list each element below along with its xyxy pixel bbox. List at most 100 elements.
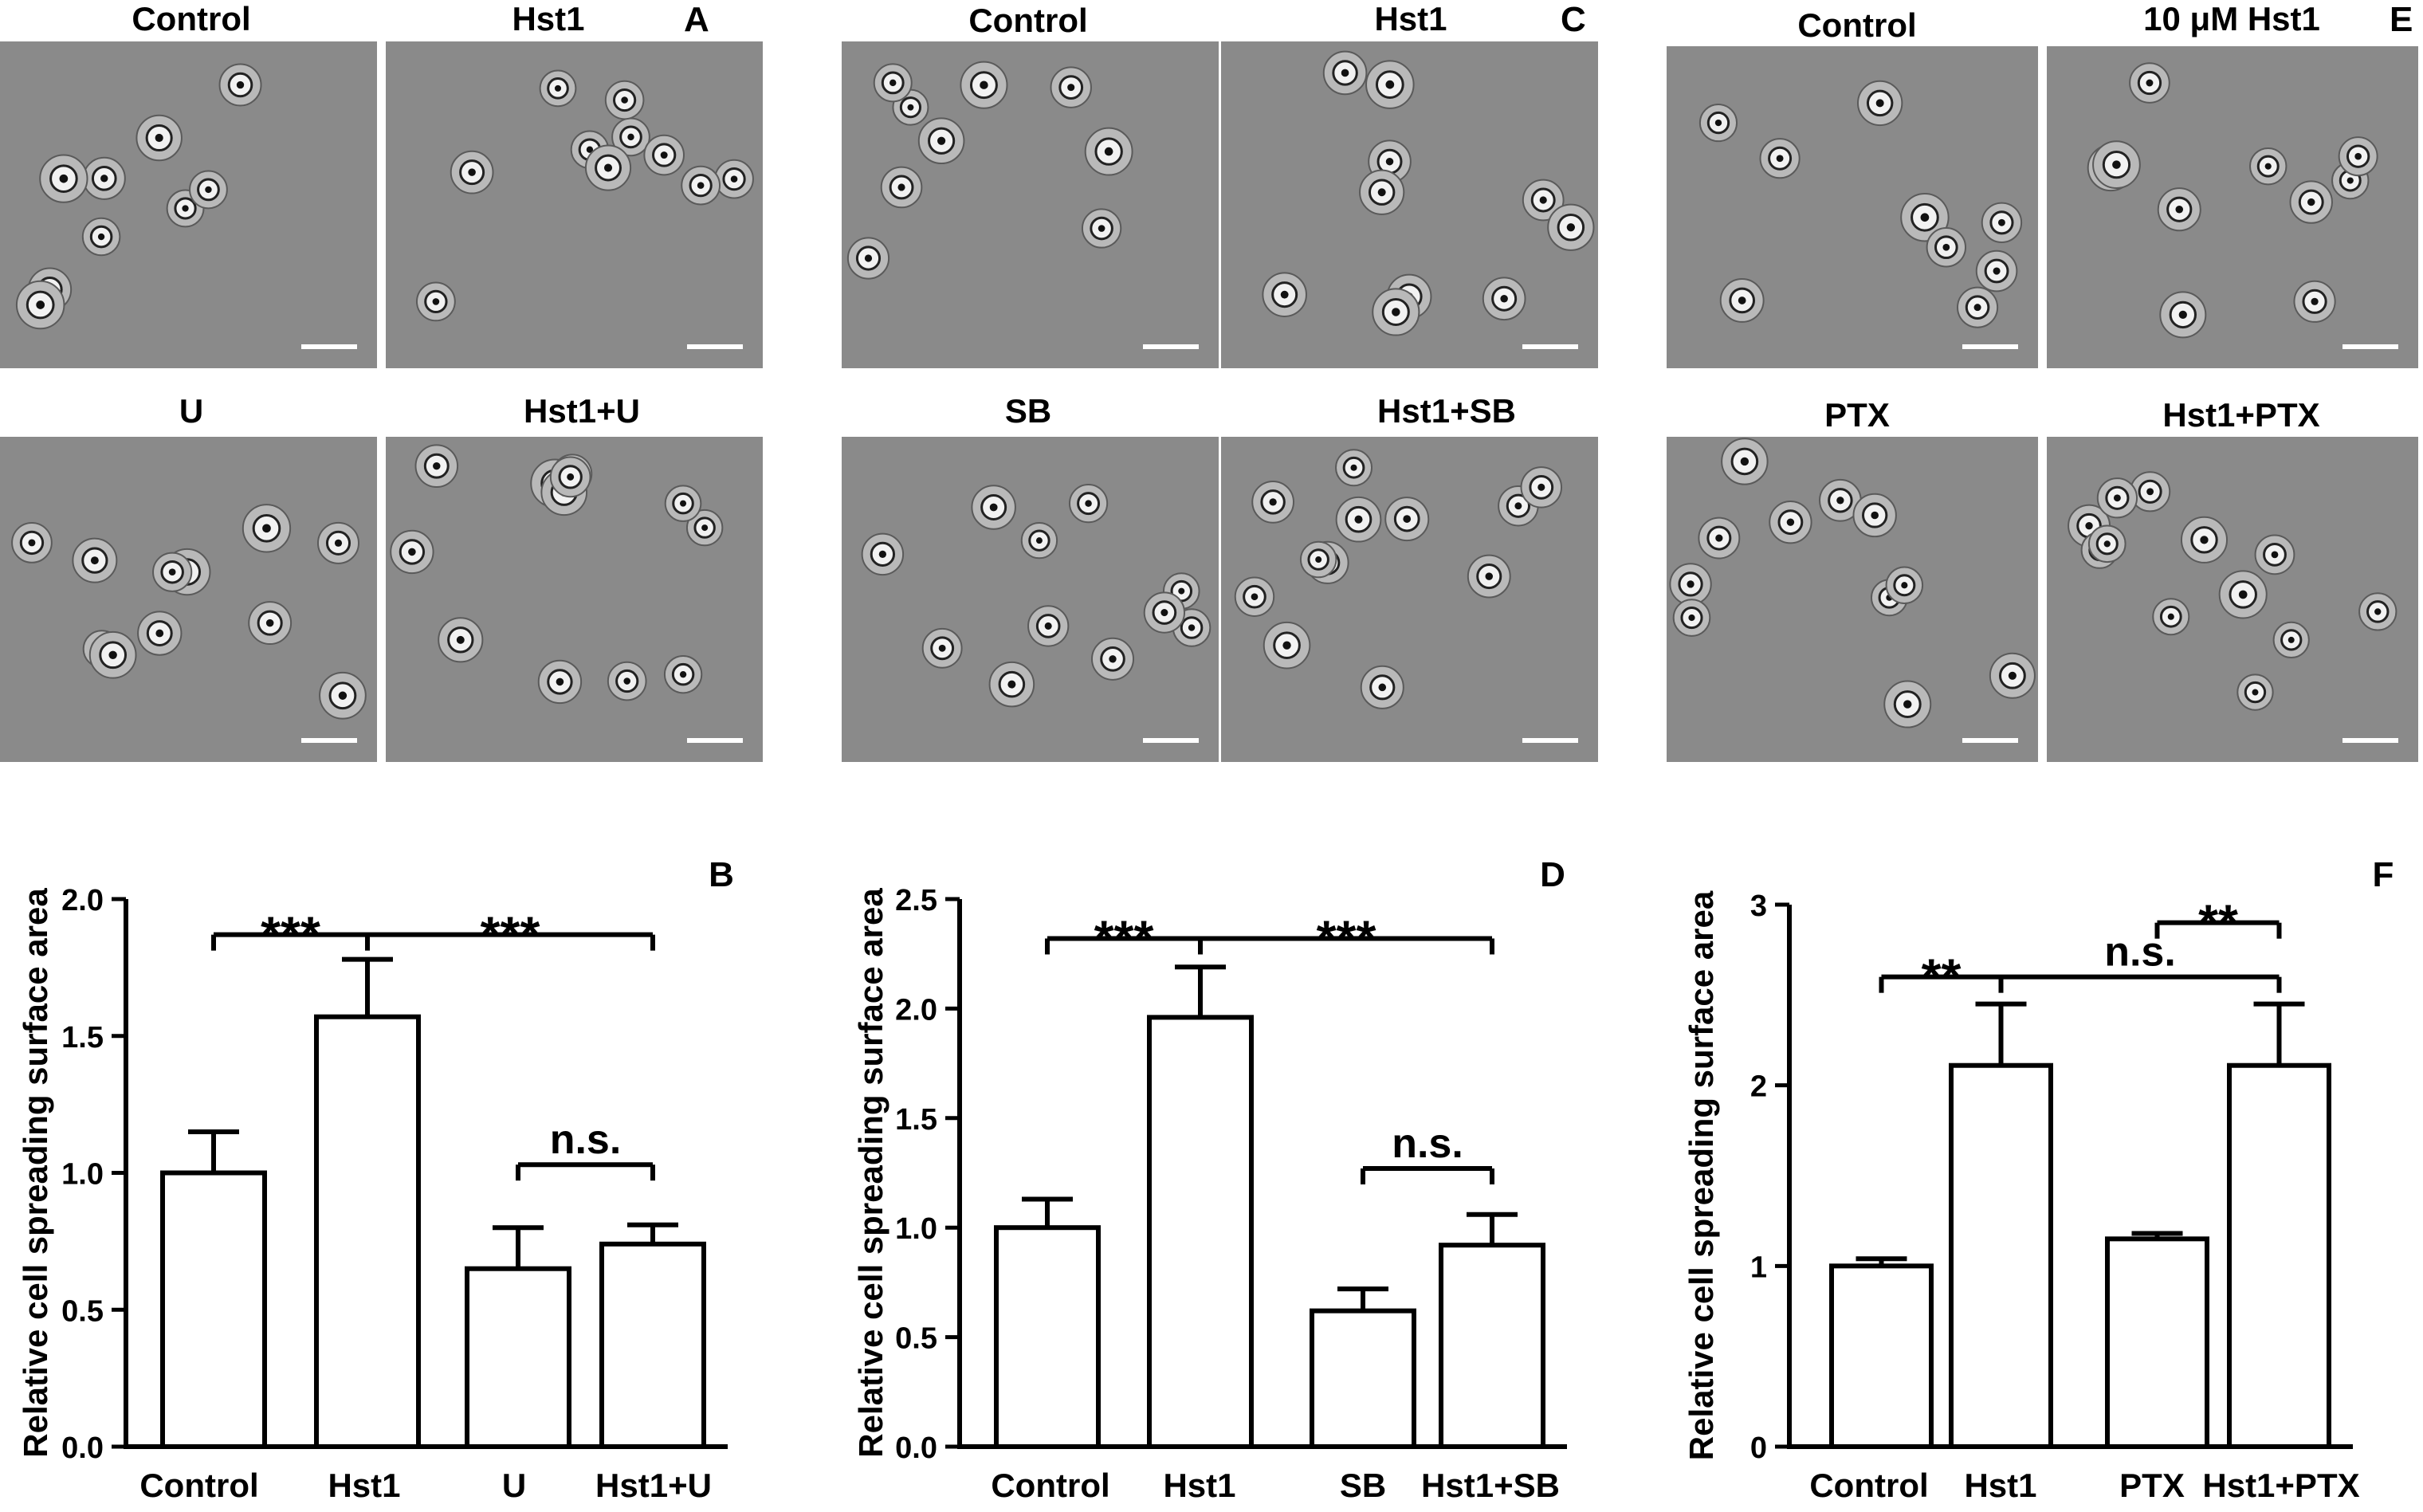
y-axis-label-d: Relative cell spreading surface area	[852, 888, 889, 1458]
micrograph-cells	[415, 69, 754, 349]
category-label-b-0: Control	[139, 1467, 258, 1504]
significance-label-d-1: ***	[1317, 909, 1376, 967]
cell-nucleus	[408, 548, 416, 556]
micrograph-a-hst1	[386, 41, 763, 368]
cell-nucleus	[1350, 464, 1357, 471]
cell-nucleus	[2167, 613, 2174, 620]
y-axis-label-b: Relative cell spreading surface area	[17, 888, 54, 1458]
scale-bar	[2342, 738, 2398, 743]
cell-nucleus	[627, 133, 634, 141]
cell-nucleus	[1738, 297, 1746, 304]
micrograph-label-c-hst1-sb: Hst1+SB	[1377, 392, 1516, 430]
cell-nucleus	[1109, 655, 1117, 663]
cell-nucleus	[2112, 160, 2121, 169]
cell-nucleus	[1403, 515, 1412, 523]
cell-nucleus	[1251, 593, 1259, 601]
micrograph-label-c-control: Control	[968, 2, 1088, 39]
cell-nucleus	[621, 96, 628, 104]
cell-nucleus	[586, 146, 594, 153]
micrograph-cells	[1669, 438, 2036, 743]
micrograph-cells	[861, 484, 1212, 743]
cell-nucleus	[889, 79, 897, 87]
category-label-d-0: Control	[991, 1467, 1109, 1504]
cell-nucleus	[660, 151, 668, 159]
cell-nucleus	[1044, 622, 1052, 630]
bar-b-0	[160, 1170, 267, 1449]
cell-nucleus	[1500, 294, 1508, 303]
cell-nucleus	[338, 691, 348, 700]
cell-nucleus	[205, 186, 212, 194]
micrograph-label-c-sb: SB	[1004, 392, 1052, 430]
micrograph-label-e-hst1-ptx: Hst1+PTX	[2162, 396, 2320, 434]
scale-bar	[1962, 344, 2018, 349]
micrograph-cells	[15, 63, 357, 349]
cell-nucleus	[1485, 572, 1494, 580]
micrograph-label-c-hst1: Hst1	[1374, 0, 1447, 37]
cell-nucleus	[2103, 540, 2111, 548]
cell-nucleus	[567, 473, 575, 481]
cell-nucleus	[2311, 297, 2319, 305]
y-tick-label-b: 0.5	[61, 1294, 104, 1328]
category-label-d-2: SB	[1340, 1467, 1386, 1504]
cell-nucleus	[2178, 310, 2187, 320]
cell-nucleus	[1282, 641, 1291, 650]
bar-f-3	[2227, 1062, 2331, 1449]
significance-label-f-0: **	[1922, 948, 1962, 1006]
cell-nucleus	[2271, 551, 2279, 559]
bar-b-3	[599, 1241, 706, 1450]
cell-nucleus	[1354, 515, 1363, 524]
cell-nucleus	[2175, 205, 2184, 214]
cell-nucleus	[1392, 308, 1400, 316]
cell-nucleus	[2113, 494, 2121, 502]
micrograph-cells	[11, 504, 367, 743]
cell-nucleus	[90, 556, 99, 565]
cell-nucleus	[468, 168, 476, 176]
micrograph-c-hst1-sb	[1221, 437, 1598, 762]
cell-nucleus	[1098, 225, 1105, 232]
cell-nucleus	[1920, 213, 1930, 222]
cell-nucleus	[1875, 99, 1884, 108]
cell-nucleus	[432, 298, 440, 305]
y-tick-label-d: 2.5	[895, 884, 937, 917]
bar-b-1	[314, 1014, 421, 1449]
micrograph-a-u	[0, 437, 377, 762]
cell-nucleus	[1786, 518, 1795, 526]
scale-bar	[1522, 344, 1578, 349]
micrograph-label-a-u: U	[179, 392, 204, 430]
y-tick-label-f: 0	[1750, 1431, 1767, 1465]
cell-nucleus	[1903, 700, 1912, 709]
micrograph-cells	[1262, 50, 1595, 349]
cell-nucleus	[100, 175, 108, 183]
micrograph-label-a-hst1-u: Hst1+U	[524, 392, 640, 430]
micrograph-label-e-ptx: PTX	[1824, 396, 1890, 434]
scale-bar	[1962, 738, 2018, 743]
cell-nucleus	[1067, 84, 1075, 92]
y-tick-label-b: 2.0	[61, 884, 104, 917]
micrograph-label-a-control: Control	[132, 0, 251, 37]
cell-nucleus	[1378, 683, 1387, 692]
micrograph-e-hst1	[2047, 46, 2418, 368]
significance-label-f-1: n.s.	[2104, 929, 2176, 976]
cell-nucleus	[878, 550, 886, 558]
category-label-f-1: Hst1	[1964, 1467, 2036, 1504]
panel-letter-d: D	[1540, 855, 1565, 894]
cell-nucleus	[897, 183, 905, 191]
cell-nucleus	[2146, 79, 2154, 87]
cell-nucleus	[2288, 636, 2295, 643]
y-tick-label-d: 2.0	[895, 993, 937, 1027]
micrograph-a-hst1-u	[386, 437, 763, 762]
bar-d-1	[1147, 1015, 1254, 1449]
cell-nucleus	[2008, 671, 2017, 680]
y-tick-label-b: 0.0	[61, 1431, 104, 1465]
bar-f-1	[1949, 1062, 2053, 1449]
micrograph-label-e-control: Control	[1797, 6, 1917, 44]
category-label-b-3: Hst1+U	[595, 1467, 712, 1504]
scale-bar	[687, 738, 743, 743]
micrograph-c-sb	[842, 437, 1219, 762]
scale-bar	[1143, 344, 1199, 349]
y-axis-label-f: Relative cell spreading surface area	[1683, 890, 1720, 1460]
cell-nucleus	[980, 81, 988, 89]
cell-nucleus	[697, 182, 705, 189]
panel-letter-b: B	[709, 855, 734, 894]
cell-nucleus	[938, 644, 946, 652]
